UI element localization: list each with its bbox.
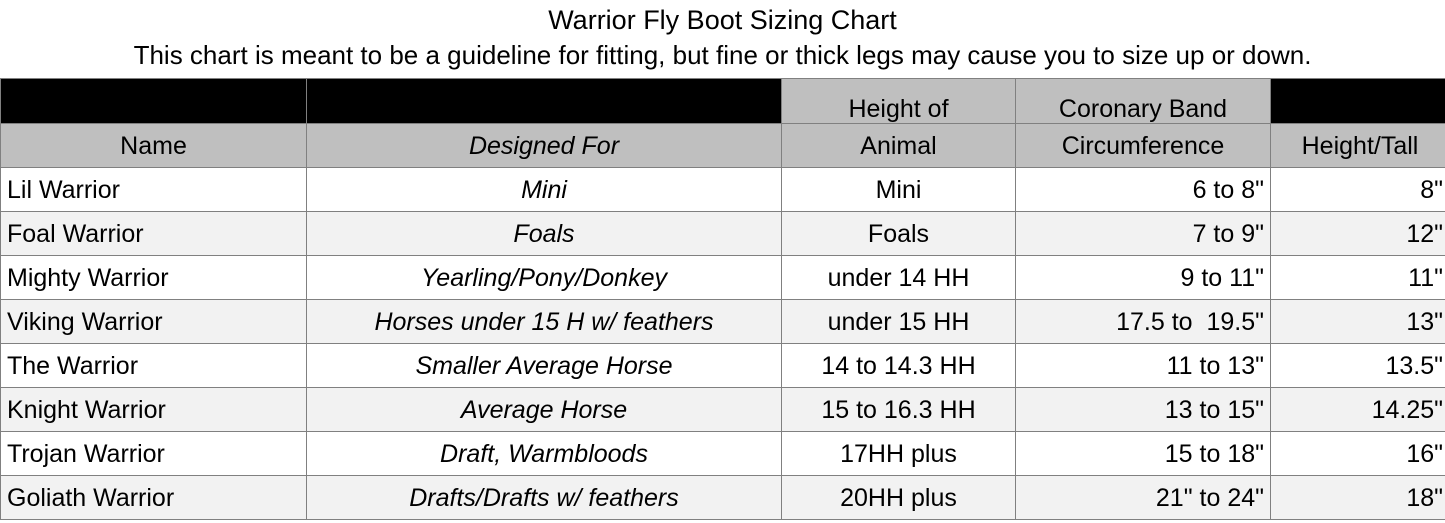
cell-height-tall: 8" bbox=[1270, 167, 1445, 212]
cell-height-of-animal: 17HH plus bbox=[781, 431, 1016, 476]
cell-coronary-band: 7 to 9" bbox=[1015, 211, 1271, 256]
cell-designed-for: Drafts/Drafts w/ feathers bbox=[306, 475, 782, 520]
header-designed-for: Designed For bbox=[306, 123, 782, 168]
cell-name: Mighty Warrior bbox=[0, 255, 307, 300]
cell-designed-for: Average Horse bbox=[306, 387, 782, 432]
cell-height-of-animal: 15 to 16.3 HH bbox=[781, 387, 1016, 432]
page-subtitle: This chart is meant to be a guideline fo… bbox=[133, 40, 1312, 70]
cell-height-of-animal: 14 to 14.3 HH bbox=[781, 343, 1016, 388]
cell-coronary-band: 11 to 13" bbox=[1015, 343, 1271, 388]
header-name: Name bbox=[0, 123, 307, 168]
table-row: Mighty Warrior Yearling/Pony/Donkey unde… bbox=[0, 255, 1445, 300]
title-block: Warrior Fly Boot Sizing Chart This chart… bbox=[0, 0, 1445, 78]
cell-height-of-animal: 20HH plus bbox=[781, 475, 1016, 520]
cell-coronary-band: 21" to 24" bbox=[1015, 475, 1271, 520]
cell-name: Lil Warrior bbox=[0, 167, 307, 212]
table-row: Knight Warrior Average Horse 15 to 16.3 … bbox=[0, 387, 1445, 432]
table-row: Viking Warrior Horses under 15 H w/ feat… bbox=[0, 299, 1445, 344]
cell-designed-for: Foals bbox=[306, 211, 782, 256]
header-top-designed-for-spacer bbox=[306, 78, 782, 124]
cell-height-tall: 18" bbox=[1270, 475, 1445, 520]
table-row: Trojan Warrior Draft, Warmbloods 17HH pl… bbox=[0, 431, 1445, 476]
cell-designed-for: Mini bbox=[306, 167, 782, 212]
cell-coronary-band: 17.5 to 19.5" bbox=[1015, 299, 1271, 344]
cell-height-tall: 16" bbox=[1270, 431, 1445, 476]
cell-coronary-band: 6 to 8" bbox=[1015, 167, 1271, 212]
header-coronary-band-line2: Circumference bbox=[1015, 123, 1271, 168]
table-header: Height of Coronary Band Name Designed Fo… bbox=[0, 78, 1445, 168]
cell-height-of-animal: Mini bbox=[781, 167, 1016, 212]
header-row-bottom: Name Designed For Animal Circumference H… bbox=[0, 123, 1445, 168]
cell-name: Foal Warrior bbox=[0, 211, 307, 256]
table-row: Goliath Warrior Drafts/Drafts w/ feather… bbox=[0, 475, 1445, 520]
header-height-tall: Height/Tall bbox=[1270, 123, 1445, 168]
table-body: Lil Warrior Mini Mini 6 to 8" 8" Foal Wa… bbox=[0, 167, 1445, 520]
cell-coronary-band: 15 to 18" bbox=[1015, 431, 1271, 476]
header-top-height-tall-spacer bbox=[1270, 78, 1445, 124]
header-top-name-spacer bbox=[0, 78, 307, 124]
header-coronary-band-line1: Coronary Band bbox=[1015, 78, 1271, 124]
cell-height-tall: 13" bbox=[1270, 299, 1445, 344]
cell-height-of-animal: under 14 HH bbox=[781, 255, 1016, 300]
cell-height-tall: 14.25" bbox=[1270, 387, 1445, 432]
cell-name: Trojan Warrior bbox=[0, 431, 307, 476]
cell-height-tall: 11" bbox=[1270, 255, 1445, 300]
cell-name: Goliath Warrior bbox=[0, 475, 307, 520]
cell-designed-for: Horses under 15 H w/ feathers bbox=[306, 299, 782, 344]
header-height-of-animal-line2: Animal bbox=[781, 123, 1016, 168]
cell-designed-for: Draft, Warmbloods bbox=[306, 431, 782, 476]
header-height-of-animal-line1: Height of bbox=[781, 78, 1016, 124]
table-row: Lil Warrior Mini Mini 6 to 8" 8" bbox=[0, 167, 1445, 212]
page-title: Warrior Fly Boot Sizing Chart bbox=[548, 5, 897, 35]
cell-name: Knight Warrior bbox=[0, 387, 307, 432]
cell-name: Viking Warrior bbox=[0, 299, 307, 344]
table-row: Foal Warrior Foals Foals 7 to 9" 12" bbox=[0, 211, 1445, 256]
cell-name: The Warrior bbox=[0, 343, 307, 388]
table-row: The Warrior Smaller Average Horse 14 to … bbox=[0, 343, 1445, 388]
cell-height-of-animal: Foals bbox=[781, 211, 1016, 256]
header-row-top: Height of Coronary Band bbox=[0, 78, 1445, 124]
cell-coronary-band: 9 to 11" bbox=[1015, 255, 1271, 300]
cell-designed-for: Yearling/Pony/Donkey bbox=[306, 255, 782, 300]
cell-height-of-animal: under 15 HH bbox=[781, 299, 1016, 344]
cell-coronary-band: 13 to 15" bbox=[1015, 387, 1271, 432]
cell-designed-for: Smaller Average Horse bbox=[306, 343, 782, 388]
sizing-table: Height of Coronary Band Name Designed Fo… bbox=[0, 78, 1445, 520]
cell-height-tall: 12" bbox=[1270, 211, 1445, 256]
cell-height-tall: 13.5" bbox=[1270, 343, 1445, 388]
